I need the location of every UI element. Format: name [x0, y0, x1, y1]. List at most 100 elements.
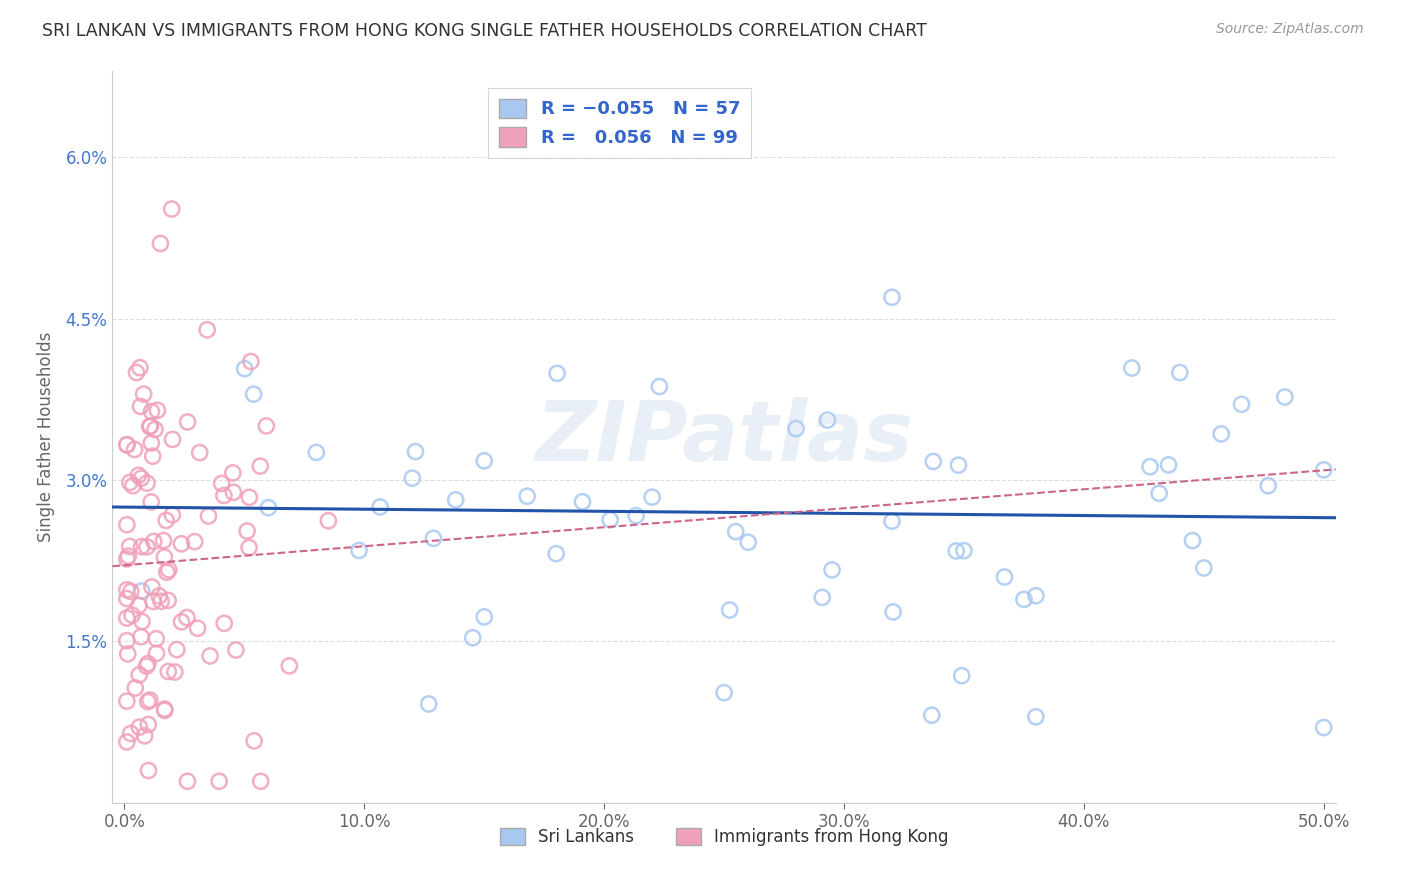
Point [236, 524, 259, 538]
Point [305, 445, 328, 459]
Point [921, 708, 943, 723]
Point [472, 454, 495, 468]
Point [124, 681, 146, 695]
Point [128, 599, 150, 613]
Point [121, 608, 143, 623]
Point [136, 657, 159, 671]
Point [157, 593, 180, 607]
Point [160, 202, 183, 216]
Point [1257, 479, 1279, 493]
Point [156, 566, 179, 580]
Point [153, 702, 176, 716]
Point [880, 514, 903, 528]
Point [1312, 463, 1334, 477]
Point [187, 621, 209, 635]
Point [136, 540, 159, 554]
Text: ZIPatlas: ZIPatlas [536, 397, 912, 477]
Point [183, 534, 205, 549]
Point [347, 543, 370, 558]
Point [198, 648, 221, 663]
Point [118, 475, 141, 490]
Point [880, 290, 903, 304]
Point [472, 610, 495, 624]
Point [599, 513, 621, 527]
Point [1025, 589, 1047, 603]
Point [176, 610, 198, 624]
Point [124, 442, 146, 457]
Point [418, 697, 440, 711]
Point [821, 563, 844, 577]
Point [225, 643, 247, 657]
Point [128, 360, 150, 375]
Point [153, 549, 176, 564]
Point [208, 774, 231, 789]
Point [785, 421, 807, 435]
Point [516, 489, 538, 503]
Point [139, 419, 162, 434]
Point [155, 513, 177, 527]
Point [278, 658, 301, 673]
Point [648, 379, 671, 393]
Legend: Sri Lankans, Immigrants from Hong Kong: Sri Lankans, Immigrants from Hong Kong [494, 822, 955, 853]
Point [136, 717, 159, 731]
Point [139, 693, 162, 707]
Point [115, 438, 138, 452]
Point [145, 646, 167, 660]
Point [242, 387, 264, 401]
Point [953, 543, 976, 558]
Point [141, 436, 163, 450]
Point [461, 631, 484, 645]
Point [1181, 533, 1204, 548]
Point [129, 630, 152, 644]
Point [1147, 486, 1170, 500]
Point [150, 594, 173, 608]
Point [131, 615, 153, 629]
Point [212, 616, 235, 631]
Point [713, 685, 735, 699]
Point [222, 485, 245, 500]
Point [238, 541, 260, 555]
Point [115, 552, 138, 566]
Point [1312, 721, 1334, 735]
Point [125, 366, 148, 380]
Point [401, 471, 423, 485]
Point [134, 729, 156, 743]
Point [138, 764, 160, 778]
Point [257, 500, 280, 515]
Point [163, 665, 186, 679]
Point [131, 584, 153, 599]
Point [128, 667, 150, 681]
Point [115, 611, 138, 625]
Point [817, 413, 839, 427]
Point [1274, 390, 1296, 404]
Point [222, 466, 245, 480]
Point [115, 437, 138, 451]
Point [117, 549, 139, 563]
Point [546, 547, 568, 561]
Point [141, 495, 163, 509]
Point [157, 665, 180, 679]
Point [142, 449, 165, 463]
Point [249, 459, 271, 474]
Point [176, 774, 198, 789]
Point [120, 726, 142, 740]
Point [249, 774, 271, 789]
Text: SRI LANKAN VS IMMIGRANTS FROM HONG KONG SINGLE FATHER HOUSEHOLDS CORRELATION CHA: SRI LANKAN VS IMMIGRANTS FROM HONG KONG … [42, 22, 927, 40]
Point [571, 494, 593, 508]
Point [153, 703, 176, 717]
Point [641, 490, 664, 504]
Point [948, 458, 970, 472]
Point [139, 419, 162, 434]
Point [128, 720, 150, 734]
Point [129, 400, 152, 414]
Point [115, 633, 138, 648]
Point [176, 415, 198, 429]
Point [422, 532, 444, 546]
Point [132, 387, 155, 401]
Point [318, 514, 340, 528]
Point [115, 591, 138, 606]
Point [243, 734, 266, 748]
Point [148, 589, 170, 603]
Point [143, 422, 166, 436]
Point [131, 540, 153, 554]
